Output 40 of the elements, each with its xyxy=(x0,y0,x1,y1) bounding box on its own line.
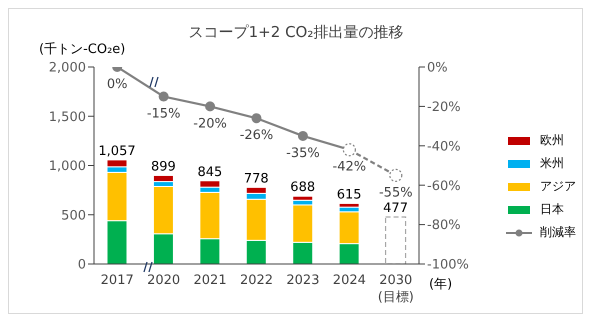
y-tick-label: 2,000 xyxy=(48,60,86,76)
total-label: 899 xyxy=(151,159,176,174)
data-label: -42% xyxy=(332,160,366,175)
y-tick-label: 1,000 xyxy=(48,159,86,174)
x-tick-label: 2017 xyxy=(100,273,134,288)
y-axis-title: (千トン-CO₂e) xyxy=(39,42,126,57)
legend-label: 欧州 xyxy=(540,132,564,149)
data-label: -35% xyxy=(286,146,320,161)
total-label: 688 xyxy=(290,180,316,196)
x-axis-title: (年) xyxy=(429,276,452,293)
data-label: -55% xyxy=(378,185,413,200)
data-label: 0% xyxy=(106,77,128,92)
x-tick-label: 2022 xyxy=(240,273,274,288)
y2-tick-label: -80% xyxy=(427,218,461,234)
total-label: 615 xyxy=(336,187,362,202)
data-label: -20% xyxy=(193,116,227,132)
total-label: 1,057 xyxy=(98,144,136,159)
total-label: 778 xyxy=(244,171,269,186)
y-tick-label: 1,500 xyxy=(48,110,86,125)
legend-label: 日本 xyxy=(540,201,564,218)
x-tick-label: 2023 xyxy=(286,273,320,288)
x-tick-label: 2021 xyxy=(194,273,227,288)
y2-tick-label: -20% xyxy=(427,100,461,116)
chart-title: スコープ1+2 CO₂排出量の推移 xyxy=(188,23,404,41)
total-label: 477 xyxy=(383,201,408,216)
data-label: -26% xyxy=(240,128,274,144)
legend-label: 米州 xyxy=(540,155,564,172)
x-tick-label: 2020 xyxy=(147,273,180,288)
legend-label: アジア xyxy=(540,178,576,195)
data-label: -15% xyxy=(146,106,180,122)
y2-tick-label: 0% xyxy=(427,60,448,76)
y-tick-label: 0 xyxy=(78,258,86,273)
y2-tick-label: -40% xyxy=(427,139,461,154)
x-tick-label: 2024 xyxy=(332,273,366,288)
y2-tick-label: -60% xyxy=(427,178,461,194)
total-label: 845 xyxy=(197,164,222,180)
y-tick-label: 500 xyxy=(61,208,86,224)
x-tick-label: 2030 (目標) xyxy=(378,273,414,305)
legend-label: 削減率 xyxy=(540,224,576,241)
y2-tick-label: -100% xyxy=(427,258,469,273)
